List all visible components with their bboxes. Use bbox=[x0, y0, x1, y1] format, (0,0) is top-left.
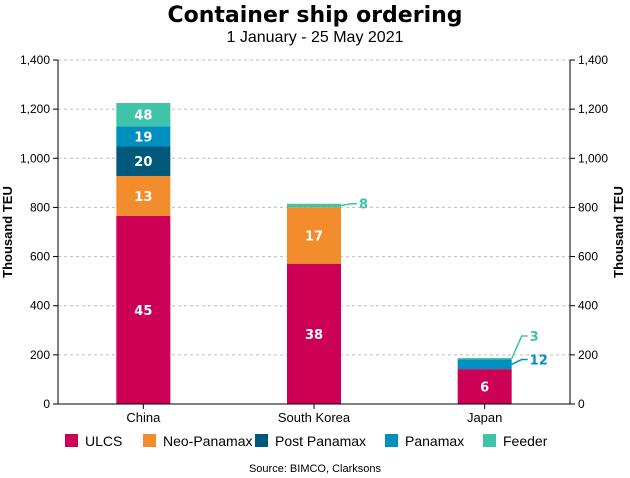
y-tick-label-right: 0 bbox=[578, 397, 585, 411]
legend-swatch-neo-panamax bbox=[143, 434, 156, 447]
y-tick-label-left: 400 bbox=[30, 299, 50, 313]
y-tick-label-right: 600 bbox=[578, 250, 598, 264]
bar-segment-neo-panamax bbox=[116, 175, 171, 216]
x-tick-label: South Korea bbox=[278, 410, 351, 425]
data-label-leader bbox=[511, 358, 528, 365]
legend-swatch-panamax bbox=[385, 434, 398, 447]
data-label: 45 bbox=[134, 304, 152, 319]
y-tick-label-right: 1,200 bbox=[578, 102, 608, 116]
data-label-leader bbox=[510, 335, 528, 360]
bar-segment-ulcs bbox=[457, 369, 512, 404]
bars: 45 13 20 19 48 38 17 8 6 12 3 bbox=[116, 103, 548, 404]
legend-swatch-post-panamax bbox=[255, 434, 268, 447]
bar-segment-panamax bbox=[457, 359, 512, 370]
bar-segment-feeder bbox=[457, 358, 512, 360]
legend-label: Feeder bbox=[503, 433, 548, 449]
data-label: 12 bbox=[530, 354, 548, 369]
y-axis-title-left: Thousand TEU bbox=[0, 186, 15, 278]
y-tick-label-right: 200 bbox=[578, 348, 598, 362]
y-tick-label-left: 1,200 bbox=[20, 102, 50, 116]
x-tick-label: Japan bbox=[467, 410, 502, 425]
source-note: Source: BIMCO, Clarksons bbox=[249, 463, 382, 475]
y-tick-label-left: 800 bbox=[30, 200, 50, 214]
bar-segment-panamax bbox=[116, 126, 171, 147]
legend-label: Post Panamax bbox=[275, 433, 366, 449]
legend-swatch-feeder bbox=[483, 434, 496, 447]
data-label: 17 bbox=[305, 229, 323, 244]
bar-segment-feeder bbox=[116, 103, 171, 127]
y-tick-label-left: 200 bbox=[30, 348, 50, 362]
bar-segment-ulcs bbox=[287, 263, 341, 404]
legend-swatch-ulcs bbox=[65, 434, 78, 447]
legend-label: Panamax bbox=[405, 433, 464, 449]
data-label: 19 bbox=[134, 130, 152, 145]
y-tick-label-right: 400 bbox=[578, 299, 598, 313]
chart-title: Container ship ordering bbox=[167, 3, 462, 28]
data-label: 13 bbox=[134, 190, 152, 205]
y-tick-label-right: 1,000 bbox=[578, 151, 608, 165]
x-tick-label: China bbox=[126, 410, 161, 425]
bar-segment-neo-panamax bbox=[287, 207, 341, 264]
data-label: 20 bbox=[134, 155, 152, 170]
y-tick-label-left: 1,000 bbox=[20, 151, 50, 165]
bar-segment-feeder bbox=[287, 203, 341, 208]
y-tick-label-left: 600 bbox=[30, 250, 50, 264]
legend-label: ULCS bbox=[85, 433, 122, 449]
data-label: 48 bbox=[134, 109, 152, 124]
y-tick-label-left: 1,400 bbox=[20, 53, 50, 67]
y-tick-label-right: 800 bbox=[578, 200, 598, 214]
data-label-leader bbox=[340, 202, 357, 207]
y-tick-label-left: 0 bbox=[43, 397, 50, 411]
bar-segment-ulcs bbox=[116, 215, 171, 404]
data-label: 38 bbox=[305, 328, 323, 343]
data-label: 3 bbox=[530, 330, 539, 345]
y-tick-label-right: 1,400 bbox=[578, 53, 608, 67]
data-label: 8 bbox=[359, 198, 368, 213]
legend-label: Neo-Panamax bbox=[163, 433, 253, 449]
bar-segment-post-panamax bbox=[116, 146, 171, 176]
chart-subtitle: 1 January - 25 May 2021 bbox=[227, 29, 404, 46]
y-axis-title-right: Thousand TEU bbox=[611, 186, 626, 278]
legend: ULCS Neo-Panamax Post Panamax Panamax Feeder bbox=[65, 433, 548, 449]
data-label: 6 bbox=[480, 381, 489, 396]
axes: 0 0 200 200 400 400 600 600 800 800 1,000 1,000 1,20… bbox=[20, 53, 608, 425]
